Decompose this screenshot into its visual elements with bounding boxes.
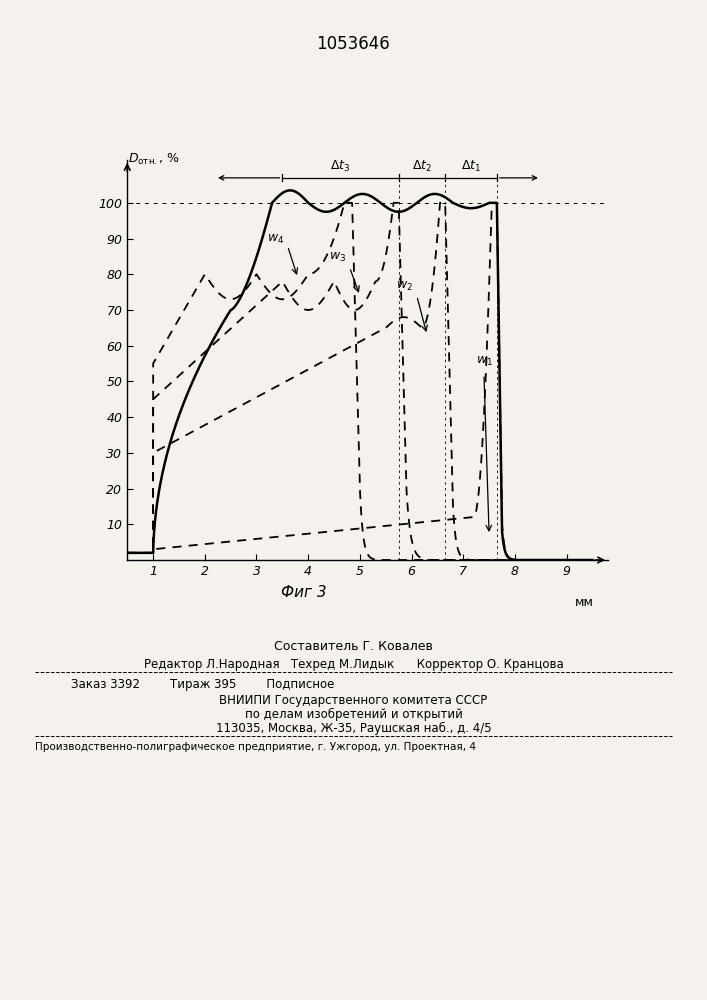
Text: $w_1$: $w_1$ <box>477 355 493 368</box>
Text: $\Delta t_1$: $\Delta t_1$ <box>461 158 481 174</box>
Text: Заказ 3392        Тираж 395        Подписное: Заказ 3392 Тираж 395 Подписное <box>71 678 334 691</box>
Text: $D_{\rm отн.}$, %: $D_{\rm отн.}$, % <box>128 152 180 167</box>
Text: 1053646: 1053646 <box>317 35 390 53</box>
Text: по делам изобретений и открытий: по делам изобретений и открытий <box>245 708 462 721</box>
Text: $w_3$: $w_3$ <box>329 251 346 264</box>
Text: Производственно-полиграфическое предприятие, г. Ужгород, ул. Проектная, 4: Производственно-полиграфическое предприя… <box>35 742 477 752</box>
Text: $\Delta t_3$: $\Delta t_3$ <box>330 158 351 174</box>
Text: ВНИИПИ Государственного комитета СССР: ВНИИПИ Государственного комитета СССР <box>219 694 488 707</box>
Text: мм: мм <box>574 596 593 609</box>
Text: 113035, Москва, Ж-35, Раушская наб., д. 4/5: 113035, Москва, Ж-35, Раушская наб., д. … <box>216 722 491 735</box>
Text: Редактор Л.Народная   Техред М.Лидык      Корректор О. Кранцова: Редактор Л.Народная Техред М.Лидык Корре… <box>144 658 563 671</box>
Text: $\Delta t_2$: $\Delta t_2$ <box>412 158 432 174</box>
Text: $w_4$: $w_4$ <box>267 233 284 246</box>
Text: Составитель Г. Ковалев: Составитель Г. Ковалев <box>274 640 433 653</box>
Text: $w_2$: $w_2$ <box>396 280 413 293</box>
Text: Фиг 3: Фиг 3 <box>281 585 327 600</box>
